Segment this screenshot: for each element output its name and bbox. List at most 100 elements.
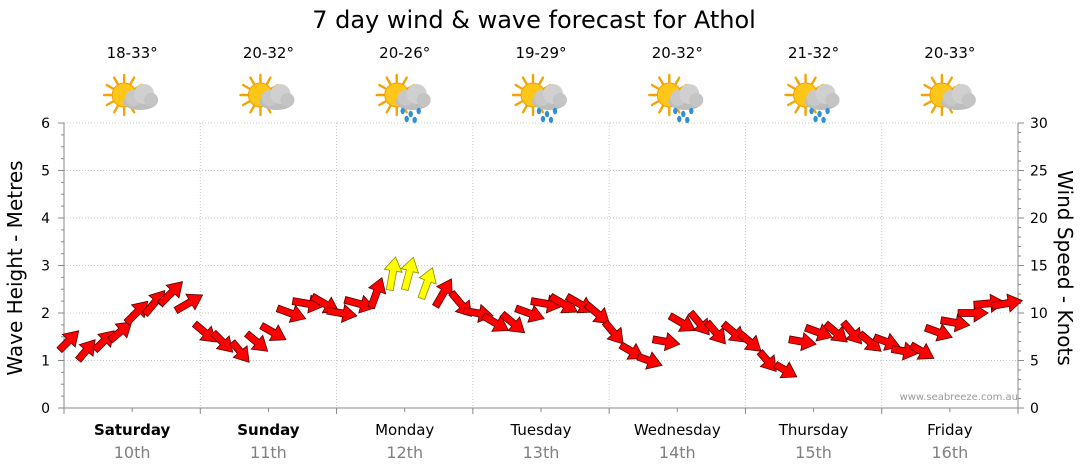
sun-ray	[105, 83, 115, 90]
rain-drop	[821, 116, 826, 124]
sun-ray	[402, 76, 408, 85]
wind-arrow	[499, 310, 526, 334]
rain-drop	[408, 110, 413, 118]
rain-drop	[536, 107, 542, 115]
wind-arrow	[788, 332, 817, 352]
wind-arrow	[417, 267, 437, 301]
sun-ray	[521, 76, 528, 85]
day-temp-range: 20-32°	[652, 44, 703, 62]
wind-arrow	[618, 341, 645, 360]
sun-ray	[794, 76, 801, 85]
right-tick-label: 30	[1030, 116, 1048, 132]
left-tick-label: 5	[41, 164, 50, 180]
rain-drop	[673, 107, 678, 115]
left-tick-label: 1	[41, 354, 50, 370]
wind-arrow	[908, 341, 935, 360]
right-axis-title: Wind Speed - Knots	[1053, 170, 1077, 366]
rain-drop	[825, 107, 830, 115]
right-tick-label: 10	[1030, 306, 1048, 322]
rain-drop	[544, 110, 550, 118]
cloud-shape	[668, 84, 704, 110]
sun-ray	[514, 100, 523, 107]
sun-ray	[249, 105, 256, 114]
day-name: Thursday	[778, 421, 849, 439]
wind-arrow	[191, 320, 217, 343]
left-tick-label: 3	[41, 259, 50, 275]
wind-arrow	[857, 330, 882, 352]
wind-arrow	[367, 276, 387, 310]
day-temp-range: 18-33°	[107, 44, 158, 62]
sun-ray	[112, 105, 119, 114]
wind-arrow	[383, 256, 403, 292]
left-tick-label: 6	[41, 116, 50, 132]
partly-cloudy-icon	[920, 73, 976, 117]
sun-ray	[787, 100, 796, 107]
wind-arrow	[326, 303, 358, 323]
cloud-shape	[940, 84, 976, 110]
rain-drop	[685, 116, 690, 124]
rain-drop	[809, 107, 814, 115]
sun-ray	[787, 83, 796, 90]
rain-drop	[689, 107, 694, 115]
wind-arrow	[651, 332, 681, 352]
gridlines	[64, 122, 1018, 408]
sun-ray	[385, 76, 392, 85]
wind-arrow	[259, 322, 287, 342]
right-tick-label: 5	[1030, 354, 1039, 370]
sun-ray	[241, 83, 251, 90]
left-tick-label: 4	[41, 211, 50, 227]
wind-arrow	[228, 339, 250, 363]
wind-arrow	[601, 319, 624, 345]
day-name: Friday	[927, 421, 973, 439]
day-name: Wednesday	[634, 421, 721, 439]
rain-drop	[412, 116, 417, 124]
wind-arrow	[275, 304, 307, 323]
sun-ray	[521, 105, 528, 114]
sun-ray	[658, 76, 664, 85]
day-axis-labels: Saturday 10th Sunday 11th Monday 12th Tuesday 1…	[94, 421, 973, 462]
rain-drop	[400, 107, 405, 115]
axes: 0 1 2 3 4 5 6 0 5 10 15 20 25 30	[41, 116, 1048, 417]
wind-arrow	[822, 320, 848, 343]
left-tick-label: 0	[41, 401, 50, 417]
sun-ray	[674, 76, 681, 85]
wind-arrow	[583, 301, 611, 325]
day-date: 14th	[659, 443, 696, 462]
showers-icon	[784, 73, 840, 124]
sun-ray	[810, 76, 817, 85]
sun-ray	[378, 83, 387, 90]
wind-arrow	[514, 304, 545, 323]
cloud-shape	[259, 84, 295, 110]
rain-drop	[416, 107, 421, 115]
wind-arrow	[923, 323, 953, 342]
wind-arrow	[400, 256, 420, 292]
left-axis-title: Wave Height - Metres	[3, 160, 27, 375]
wind-arrow	[243, 330, 269, 352]
sun-ray	[658, 105, 664, 114]
day-name: Tuesday	[509, 421, 571, 439]
sun-ray	[378, 100, 387, 107]
partly-cloudy-icon	[239, 73, 295, 117]
rain-drop	[540, 115, 546, 123]
rain-drop	[817, 110, 822, 118]
cloud-shape	[804, 84, 840, 110]
cloud-part	[553, 93, 567, 107]
showers-icon	[648, 73, 704, 124]
sun-ray	[385, 105, 392, 114]
wind-arrow	[939, 313, 971, 333]
day-name: Monday	[375, 421, 434, 439]
showers-icon	[375, 73, 431, 124]
day-name: Sunday	[237, 421, 300, 439]
wind-arrow	[737, 330, 762, 352]
wind-arrow	[636, 351, 663, 370]
day-date: 13th	[523, 443, 560, 462]
day-forecast-row: 18-33° 20-32° 20-26° 19-29° 20-32° 21-32° 20-3…	[102, 44, 976, 124]
sun-ray	[923, 100, 932, 107]
sun-ray	[112, 76, 119, 85]
cloud-shape	[123, 84, 159, 110]
rain-drop	[548, 116, 554, 124]
cloud-shape	[395, 84, 431, 110]
day-temp-range: 20-32°	[243, 44, 294, 62]
wind-arrow	[56, 330, 80, 354]
left-tick-label: 2	[41, 306, 50, 322]
